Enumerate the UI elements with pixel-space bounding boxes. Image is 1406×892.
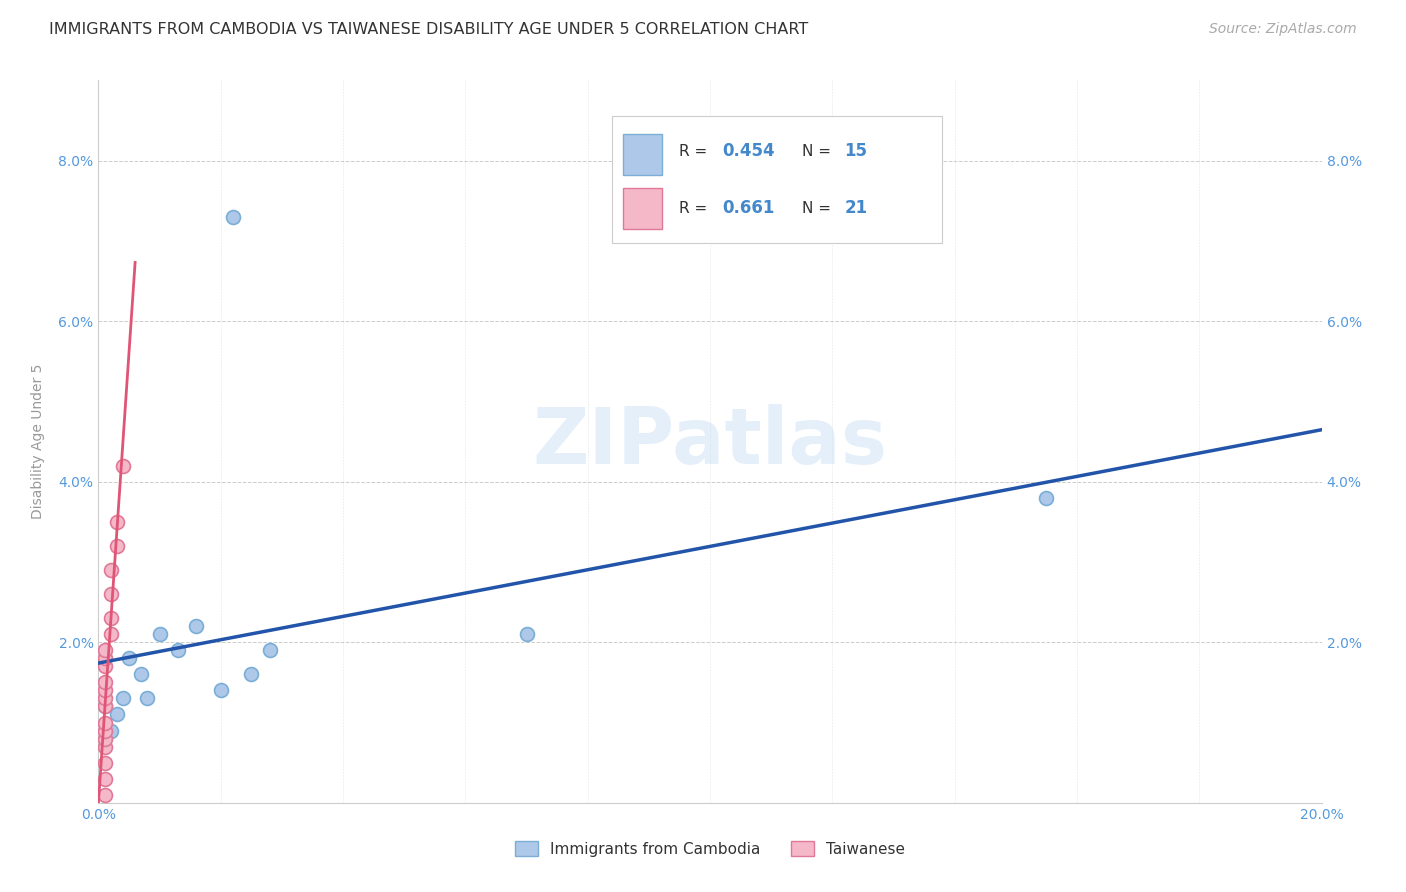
Immigrants from Cambodia (100, 723, 122, 738)
Taiwanese (100, 611, 122, 625)
Text: N =: N = (801, 201, 835, 216)
Immigrants from Cambodia (105, 707, 128, 722)
Taiwanese (93, 788, 115, 802)
Immigrants from Cambodia (136, 691, 159, 706)
Immigrants from Cambodia (1035, 491, 1057, 505)
Text: R =: R = (679, 201, 713, 216)
Taiwanese (93, 659, 115, 673)
Taiwanese (93, 756, 115, 770)
Immigrants from Cambodia (516, 627, 538, 641)
Immigrants from Cambodia (118, 651, 141, 665)
Taiwanese (93, 683, 115, 698)
Text: N =: N = (801, 144, 835, 159)
Taiwanese (100, 563, 122, 577)
Taiwanese (93, 772, 115, 786)
Taiwanese (100, 587, 122, 601)
Taiwanese (93, 731, 115, 746)
Immigrants from Cambodia (222, 210, 245, 224)
Taiwanese (105, 515, 128, 529)
Taiwanese (93, 643, 115, 657)
Text: 21: 21 (845, 199, 868, 217)
FancyBboxPatch shape (623, 134, 662, 175)
Text: ZIPatlas: ZIPatlas (533, 403, 887, 480)
Immigrants from Cambodia (167, 643, 190, 657)
Taiwanese (93, 723, 115, 738)
Immigrants from Cambodia (240, 667, 263, 681)
Immigrants from Cambodia (111, 691, 134, 706)
Taiwanese (100, 627, 122, 641)
Taiwanese (93, 739, 115, 754)
Taiwanese (105, 539, 128, 553)
Immigrants from Cambodia (129, 667, 152, 681)
Y-axis label: Disability Age Under 5: Disability Age Under 5 (31, 364, 45, 519)
Immigrants from Cambodia (209, 683, 232, 698)
Text: IMMIGRANTS FROM CAMBODIA VS TAIWANESE DISABILITY AGE UNDER 5 CORRELATION CHART: IMMIGRANTS FROM CAMBODIA VS TAIWANESE DI… (49, 22, 808, 37)
FancyBboxPatch shape (623, 188, 662, 229)
Immigrants from Cambodia (186, 619, 208, 633)
Taiwanese (93, 651, 115, 665)
Text: 0.661: 0.661 (723, 199, 775, 217)
Taiwanese (93, 691, 115, 706)
Legend: Immigrants from Cambodia, Taiwanese: Immigrants from Cambodia, Taiwanese (515, 840, 905, 856)
Text: Source: ZipAtlas.com: Source: ZipAtlas.com (1209, 22, 1357, 37)
Taiwanese (93, 675, 115, 690)
FancyBboxPatch shape (612, 117, 942, 243)
Immigrants from Cambodia (259, 643, 281, 657)
Text: R =: R = (679, 144, 713, 159)
Text: 15: 15 (845, 142, 868, 160)
Immigrants from Cambodia (149, 627, 172, 641)
Immigrants from Cambodia (93, 699, 115, 714)
Taiwanese (93, 715, 115, 730)
Text: 0.454: 0.454 (723, 142, 775, 160)
Taiwanese (111, 458, 134, 473)
Taiwanese (93, 699, 115, 714)
